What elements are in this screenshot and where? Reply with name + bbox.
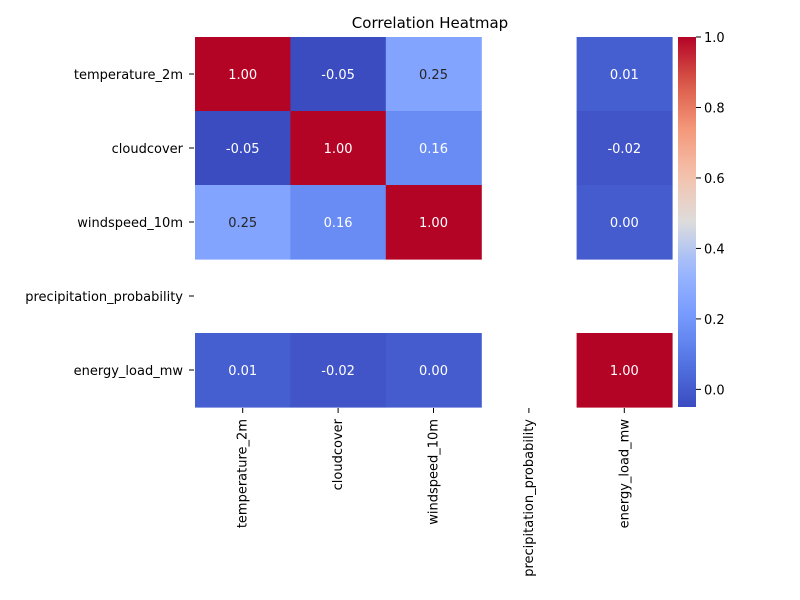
cell-value-label: 1.00 bbox=[419, 216, 448, 231]
cell-value-label: 0.00 bbox=[419, 364, 448, 379]
y-tick-label: windspeed_10m bbox=[77, 216, 183, 231]
cell-value-label: 1.00 bbox=[610, 364, 639, 379]
cell-value-label: 1.00 bbox=[324, 142, 353, 157]
cell-value-label: -0.05 bbox=[321, 68, 355, 83]
cell-value-label: -0.02 bbox=[607, 142, 641, 157]
heatmap-cell bbox=[290, 185, 387, 260]
colorbar-tick-label: 0.8 bbox=[704, 101, 725, 116]
heatmap-cell bbox=[290, 333, 387, 408]
heatmap-cells: 1.00 -0.05 0.25 0.01 -0.05 1.00 0.16 -0.02 0.25 0… bbox=[195, 37, 673, 408]
chart-title: Correlation Heatmap bbox=[352, 14, 508, 32]
cell-value-label: 0.25 bbox=[419, 68, 448, 83]
heatmap-cell bbox=[195, 185, 291, 260]
cell-value-label: 0.25 bbox=[228, 216, 257, 231]
cell-value-label: 1.00 bbox=[228, 68, 257, 83]
heatmap-cell bbox=[290, 111, 387, 186]
heatmap-cell bbox=[195, 333, 291, 408]
heatmap-cell bbox=[290, 37, 387, 112]
colorbar-tick-label: 1.0 bbox=[704, 31, 725, 46]
x-tick-label: precipitation_probability bbox=[522, 419, 537, 577]
colorbar-ticks: 0.0 0.2 0.4 0.6 0.8 1.0 bbox=[696, 31, 725, 398]
y-tick-label: energy_load_mw bbox=[74, 364, 184, 379]
heatmap-cell bbox=[385, 333, 482, 408]
cell-value-label: -0.02 bbox=[321, 364, 355, 379]
heatmap-cell bbox=[385, 185, 482, 260]
colorbar: 0.0 0.2 0.4 0.6 0.8 1.0 bbox=[678, 31, 725, 407]
y-tick-labels: temperature_2m cloudcover windspeed_10mpre… bbox=[25, 68, 194, 379]
y-tick-label: cloudcover bbox=[112, 142, 184, 157]
heatmap-cell bbox=[195, 111, 291, 186]
cell-value-label: 0.00 bbox=[610, 216, 639, 231]
colorbar-tick-label: 0.6 bbox=[704, 172, 725, 187]
cell-value-label: 0.01 bbox=[228, 364, 257, 379]
y-tick-label: precipitation_probability bbox=[25, 290, 183, 305]
x-tick-label: energy_load_mw bbox=[617, 419, 632, 529]
colorbar-bar bbox=[678, 37, 696, 407]
y-tick-label: temperature_2m bbox=[74, 68, 183, 83]
heatmap-cell bbox=[576, 333, 673, 408]
heatmap-cell bbox=[195, 37, 291, 112]
heatmap-cell bbox=[576, 111, 673, 186]
x-tick-labels: temperature_2m cloudcover windspeed_10m pre… bbox=[236, 408, 632, 577]
heatmap-cell bbox=[385, 111, 482, 186]
colorbar-tick-label: 0.4 bbox=[704, 242, 725, 257]
cell-value-label: -0.05 bbox=[226, 142, 260, 157]
colorbar-tick-label: 0.2 bbox=[704, 313, 725, 328]
x-tick-label: windspeed_10m bbox=[427, 419, 442, 525]
colorbar-tick-label: 0.0 bbox=[704, 383, 725, 398]
cell-value-label: 0.16 bbox=[419, 142, 448, 157]
heatmap-cell bbox=[576, 185, 673, 260]
cell-value-label: 0.01 bbox=[610, 68, 639, 83]
x-tick-label: temperature_2m bbox=[236, 419, 251, 528]
heatmap-cell bbox=[576, 37, 673, 112]
cell-value-label: 0.16 bbox=[324, 216, 353, 231]
heatmap-cell bbox=[385, 37, 482, 112]
x-tick-label: cloudcover bbox=[331, 418, 346, 490]
